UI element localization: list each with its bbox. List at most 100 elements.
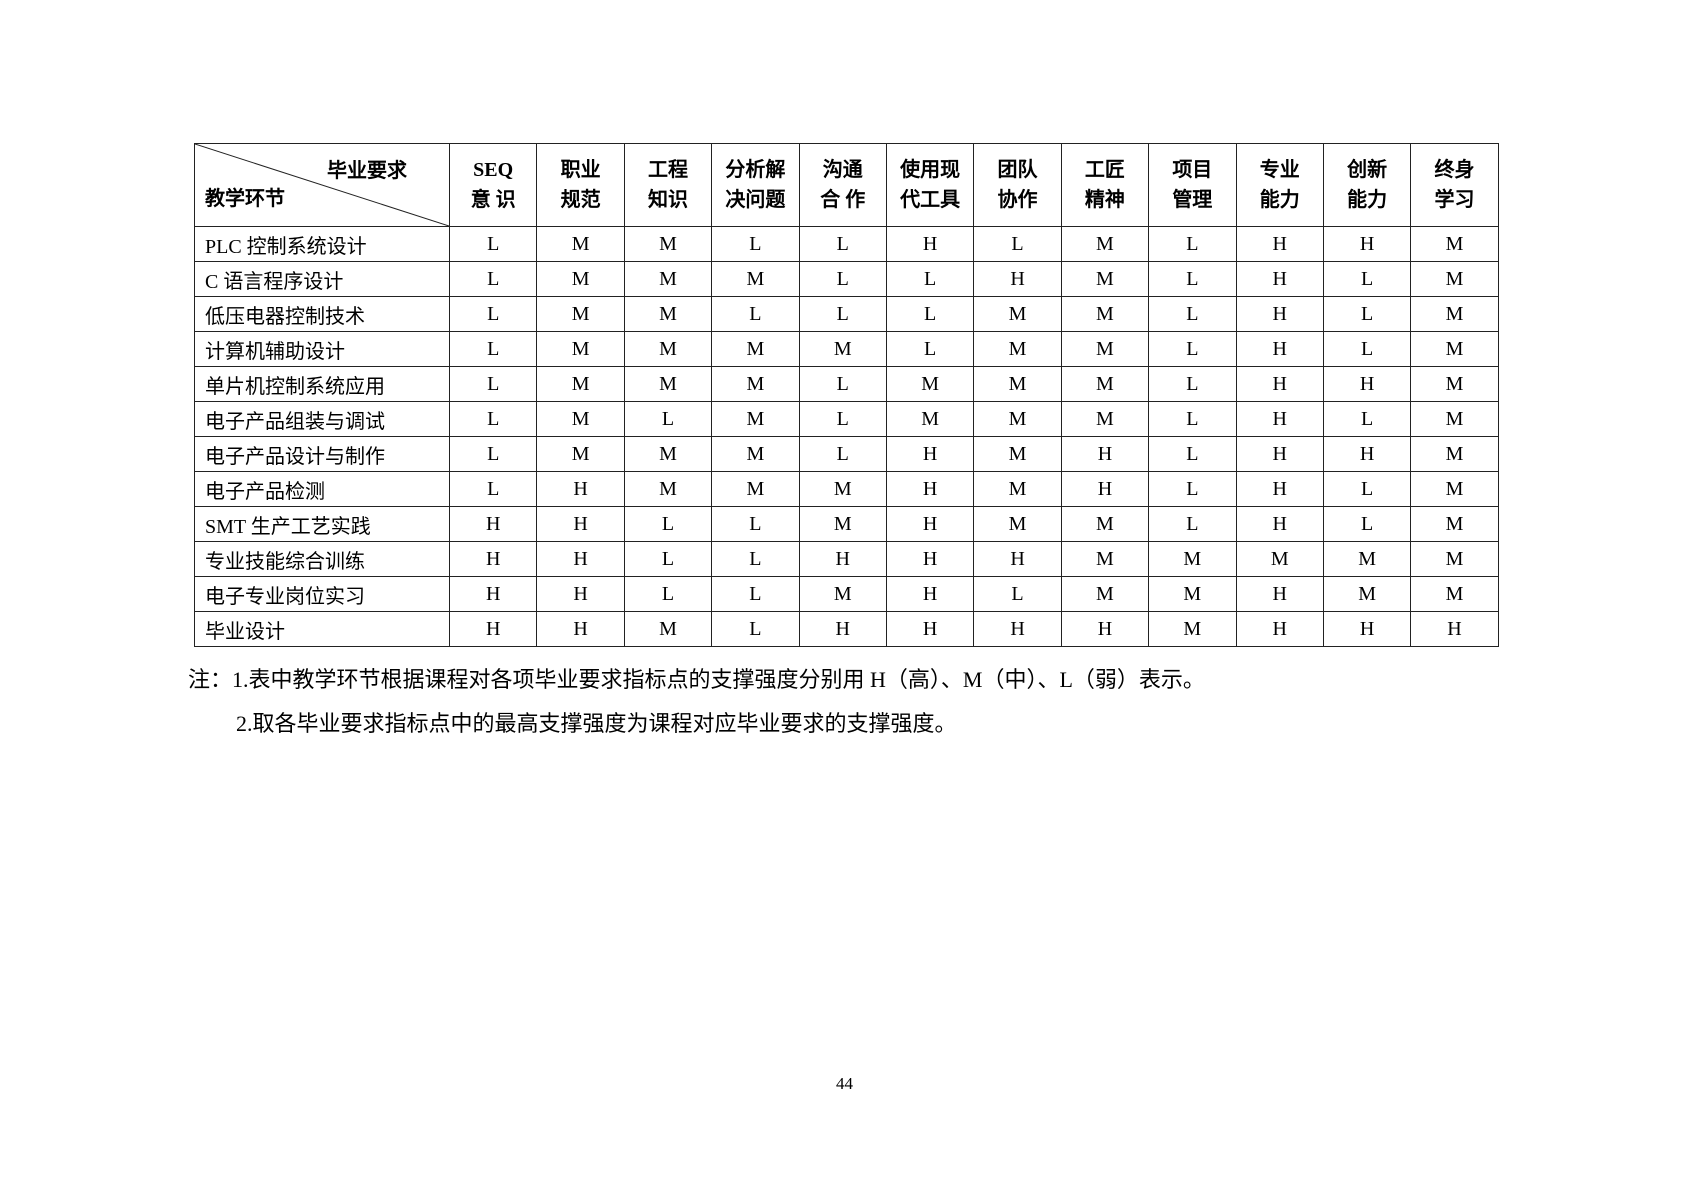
support-level-cell: L <box>711 506 800 542</box>
support-level-cell: H <box>1060 436 1150 472</box>
support-level-cell: L <box>1148 471 1237 507</box>
support-level-cell: M <box>711 471 800 507</box>
table-row: SMT 生产工艺实践 H H L L M H M M L H L M <box>194 506 1499 542</box>
course-name: 单片机控制系统应用 <box>194 366 450 402</box>
support-level-cell: M <box>623 611 713 647</box>
course-name: PLC 控制系统设计 <box>194 226 450 262</box>
support-level-cell: H <box>885 541 975 577</box>
support-level-cell: M <box>1410 226 1499 262</box>
support-level-cell: H <box>973 541 1062 577</box>
support-level-cell: H <box>1235 226 1324 262</box>
course-name: 毕业设计 <box>194 611 450 647</box>
support-level-cell: M <box>973 331 1062 367</box>
column-header: 创新 能力 <box>1322 143 1412 227</box>
support-level-cell: H <box>885 506 975 542</box>
table-row: 专业技能综合训练 H H L L H H H M M M M M <box>194 541 1499 577</box>
support-level-cell: L <box>448 471 538 507</box>
support-level-cell: M <box>711 331 800 367</box>
support-level-cell: L <box>711 226 800 262</box>
support-level-cell: M <box>885 366 975 402</box>
table-row: 低压电器控制技术 L M M L L L M M L H L M <box>194 296 1499 332</box>
support-level-cell: M <box>1322 576 1412 612</box>
support-level-cell: L <box>798 226 887 262</box>
diagonal-line <box>195 144 449 226</box>
column-header-line: 沟通 <box>822 159 863 181</box>
support-level-cell: L <box>448 366 538 402</box>
support-level-cell: H <box>1235 576 1324 612</box>
support-level-cell: L <box>1148 436 1237 472</box>
support-level-cell: H <box>798 611 887 647</box>
support-level-cell: M <box>711 366 800 402</box>
support-level-cell: M <box>536 401 625 437</box>
support-level-cell: M <box>973 366 1062 402</box>
support-level-cell: H <box>1235 296 1324 332</box>
support-level-cell: M <box>711 261 800 297</box>
support-level-cell: M <box>973 506 1062 542</box>
support-level-cell: H <box>536 611 625 647</box>
table-row: 电子产品设计与制作 L M M M L H M H L H H M <box>194 436 1499 472</box>
column-header-line: 学习 <box>1434 189 1475 211</box>
support-level-cell: L <box>1322 296 1412 332</box>
course-name: 电子产品检测 <box>194 471 450 507</box>
support-level-cell: M <box>623 331 713 367</box>
column-header-line: 团队 <box>997 159 1038 181</box>
support-level-cell: M <box>623 261 713 297</box>
support-level-cell: H <box>1060 471 1150 507</box>
support-level-cell: L <box>711 576 800 612</box>
support-level-cell: H <box>798 541 887 577</box>
support-level-cell: L <box>623 506 713 542</box>
support-level-cell: H <box>885 611 975 647</box>
support-level-cell: M <box>623 226 713 262</box>
column-header: 项目 管理 <box>1148 143 1237 227</box>
support-level-cell: H <box>1322 611 1412 647</box>
table-row: C 语言程序设计 L M M M L L H M L H L M <box>194 261 1499 297</box>
course-name: 低压电器控制技术 <box>194 296 450 332</box>
support-level-cell: L <box>1148 226 1237 262</box>
support-level-cell: L <box>711 541 800 577</box>
support-level-cell: H <box>1322 226 1412 262</box>
column-header: 工程 知识 <box>623 143 713 227</box>
support-level-cell: L <box>1148 261 1237 297</box>
support-level-cell: H <box>885 471 975 507</box>
table-row: 电子产品检测 L H M M M H M H L H L M <box>194 471 1499 507</box>
course-name: SMT 生产工艺实践 <box>194 506 450 542</box>
support-level-cell: M <box>798 506 887 542</box>
support-level-cell: L <box>798 261 887 297</box>
support-level-cell: L <box>973 226 1062 262</box>
support-level-cell: L <box>885 261 975 297</box>
column-header-line: 管理 <box>1172 189 1213 211</box>
support-level-cell: H <box>885 226 975 262</box>
course-name: 电子产品设计与制作 <box>194 436 450 472</box>
corner-top-label: 毕业要求 <box>327 160 407 182</box>
support-level-cell: M <box>1235 541 1324 577</box>
support-level-cell: M <box>1060 296 1150 332</box>
table-row: PLC 控制系统设计 L M M L L H L M L H H M <box>194 226 1499 262</box>
support-level-cell: H <box>885 436 975 472</box>
support-level-cell: L <box>448 261 538 297</box>
support-level-cell: H <box>448 541 538 577</box>
support-level-cell: L <box>1148 506 1237 542</box>
support-level-cell: L <box>711 296 800 332</box>
header-row: 毕业要求 教学环节 SEQ 意 识职业 规范 工程 知识 分析解 决问题 沟通合 作使用现 代工… <box>194 143 1499 227</box>
support-level-cell: M <box>1410 331 1499 367</box>
support-level-cell: H <box>1235 436 1324 472</box>
support-level-cell: H <box>448 506 538 542</box>
support-level-cell: H <box>973 611 1062 647</box>
support-level-cell: M <box>711 401 800 437</box>
support-level-cell: M <box>1410 296 1499 332</box>
support-level-cell: L <box>448 226 538 262</box>
support-level-cell: L <box>711 611 800 647</box>
column-header-line: 创新 <box>1347 159 1388 181</box>
support-level-cell: M <box>711 436 800 472</box>
table-row: 计算机辅助设计 L M M M M L M M L H L M <box>194 331 1499 367</box>
support-level-cell: M <box>1410 366 1499 402</box>
support-level-cell: M <box>536 436 625 472</box>
support-level-cell: M <box>885 401 975 437</box>
support-level-cell: M <box>623 471 713 507</box>
support-level-cell: L <box>623 576 713 612</box>
support-level-cell: H <box>1060 611 1150 647</box>
support-level-cell: L <box>448 401 538 437</box>
table-row: 单片机控制系统应用 L M M M L M M M L H H M <box>194 366 1499 402</box>
support-level-cell: M <box>536 331 625 367</box>
support-level-cell: H <box>1410 611 1499 647</box>
